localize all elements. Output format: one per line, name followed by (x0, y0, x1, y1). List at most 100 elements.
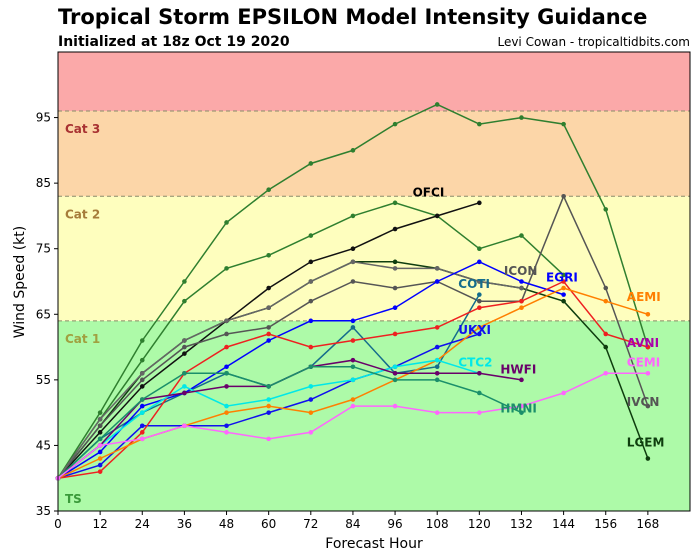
series-point (182, 338, 187, 343)
series-point (477, 371, 482, 376)
series-point (519, 377, 524, 383)
series-point (392, 259, 398, 265)
series-point (97, 423, 103, 429)
series-point (603, 298, 609, 304)
series-point (224, 318, 229, 324)
series-point (97, 436, 103, 442)
series-point (308, 233, 314, 238)
series-point (392, 331, 398, 337)
y-tick-label: 75 (36, 242, 51, 256)
series-point (561, 292, 566, 297)
series-cemi (55, 371, 651, 481)
series-label-coti: COTI (458, 277, 490, 291)
series-point (392, 377, 398, 383)
series-point (97, 430, 103, 435)
series-point (224, 371, 229, 376)
series-point (350, 403, 356, 409)
series-point (645, 456, 651, 461)
series-point (97, 456, 103, 461)
series-point (603, 285, 609, 291)
series-point (561, 285, 566, 291)
series-point (477, 246, 482, 252)
series-point (308, 410, 314, 415)
series-label-egri: EGRI (546, 271, 578, 285)
x-tick-label: 132 (510, 517, 533, 531)
intensity-bands: TS Cat 1 Cat 2 Cat 3 (58, 52, 690, 511)
series-point (392, 285, 398, 291)
series-point (266, 331, 271, 337)
series-point (308, 298, 314, 304)
y-tick-label: 85 (36, 176, 51, 190)
model-series-labels: OFCI ICON COTI EGRI AEMI UKXI AVNI HWFI CTC2 CEMI… (413, 185, 665, 449)
series-point (139, 403, 145, 409)
series-point (477, 305, 482, 311)
series-point (561, 279, 566, 284)
series-point (645, 371, 651, 376)
series-point (645, 311, 651, 317)
series-point (182, 390, 187, 396)
series-line (57, 261, 522, 479)
series-hmni (55, 364, 524, 481)
band-label-cat-1: Cat 1 (65, 332, 100, 346)
series-point (182, 351, 187, 356)
series-point (434, 377, 440, 383)
series-point (434, 364, 440, 370)
band-cat-3 (58, 52, 690, 112)
series-point (224, 430, 229, 435)
series-point (603, 331, 609, 337)
series-point (392, 305, 398, 311)
series-point (519, 403, 524, 409)
series-point (477, 390, 482, 396)
series-line (57, 365, 522, 479)
series-point (139, 410, 145, 415)
series-unlabeled-1 (55, 200, 566, 481)
series-label-ukxi: UKXI (458, 323, 491, 337)
x-tick-label: 84 (345, 517, 360, 531)
series-point (477, 292, 482, 297)
series-point (139, 384, 145, 389)
band-cat-2 (58, 111, 690, 197)
series-point (477, 121, 482, 127)
series-point (182, 298, 187, 304)
series-point (434, 371, 440, 376)
series-point (139, 338, 145, 343)
series-point (350, 213, 356, 219)
series-point (308, 318, 314, 324)
series-point (350, 397, 356, 402)
band-label-ts: TS (65, 492, 82, 506)
x-tick-label: 120 (468, 517, 491, 531)
series-point (266, 338, 271, 343)
series-point (477, 325, 482, 330)
series-point (603, 344, 609, 350)
series-point (266, 436, 271, 442)
series-point (434, 410, 440, 415)
series-label-avni: AVNI (627, 336, 659, 350)
series-point (477, 200, 482, 206)
category-threshold-lines (58, 110, 690, 322)
x-tick-label: 168 (636, 517, 659, 531)
x-tick-label: 96 (387, 517, 402, 531)
x-axis-ticks: 0 12 24 36 48 60 72 84 96 108 120 132 144 156 168 (54, 511, 659, 531)
series-point (392, 121, 398, 127)
series-unlabeled-0 (55, 102, 651, 481)
series-point (139, 423, 145, 429)
series-egri (55, 259, 566, 481)
series-label-icon: ICON (504, 264, 538, 278)
series-ofci (55, 200, 482, 481)
series-point (139, 371, 145, 376)
series-point (519, 279, 524, 284)
series-point (308, 279, 314, 284)
series-label-ofci: OFCI (413, 185, 445, 199)
chart-title: Tropical Storm EPSILON Model Intensity G… (58, 5, 647, 29)
x-tick-label: 72 (303, 517, 318, 531)
series-point (139, 357, 145, 363)
series-point (519, 285, 524, 291)
series-point (224, 403, 229, 409)
series-point (645, 403, 651, 409)
series-point (224, 364, 229, 370)
series-point (182, 423, 187, 429)
series-point (519, 305, 524, 311)
series-label-hmni: HMNI (500, 402, 537, 416)
series-point (308, 259, 314, 265)
band-ts (58, 320, 690, 511)
